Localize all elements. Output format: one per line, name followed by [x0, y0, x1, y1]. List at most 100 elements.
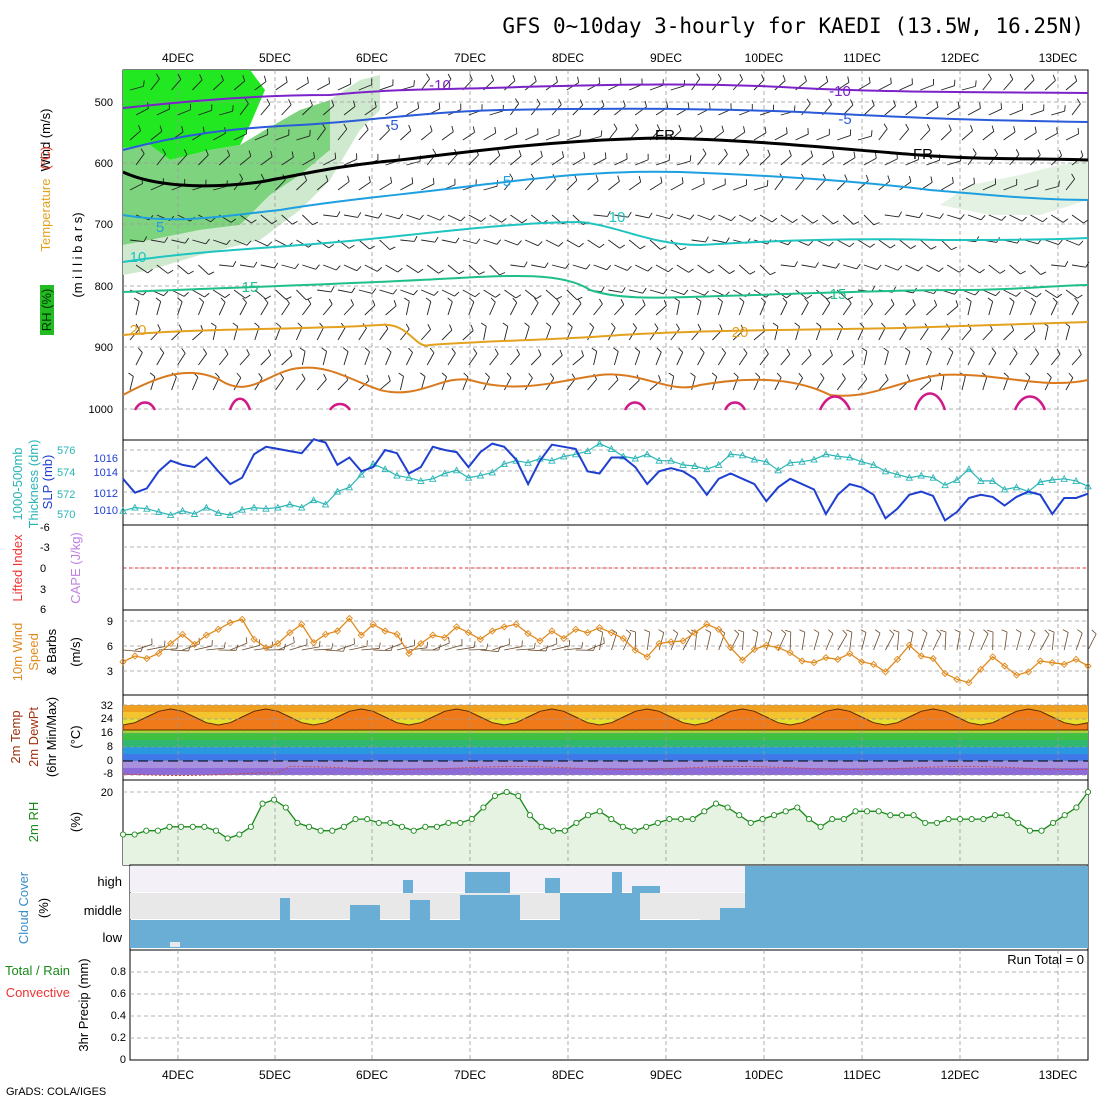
barb-shaft-802 — [816, 289, 828, 300]
wind-barb-shaft — [504, 646, 522, 651]
barb-flag-481 — [357, 212, 362, 218]
barb-flag-259 — [905, 123, 909, 130]
wind-barb-flag — [842, 629, 848, 635]
barb-flag-937 — [297, 322, 303, 328]
barb-shaft-826 — [1065, 289, 1078, 299]
barb-flag-289 — [270, 150, 273, 157]
thickness-point — [500, 459, 508, 467]
barb-flag-493 — [480, 217, 487, 222]
barb-shaft-696 — [676, 264, 689, 273]
barb-shaft-208 — [379, 129, 390, 141]
barb-flag-115 — [374, 101, 377, 108]
barb-shaft-842 — [281, 303, 290, 316]
barb-flag-43 — [577, 76, 580, 83]
rh2m-point — [573, 819, 580, 826]
minmax-label: (6hr Min/Max) — [44, 697, 59, 777]
barb-flag-959 — [524, 322, 530, 327]
barb-flag-3 — [155, 73, 160, 80]
barb-shaft-254 — [857, 135, 872, 141]
wind-barb-flag — [223, 642, 226, 649]
wind-barb-shaft — [230, 642, 248, 651]
barb-shaft-522 — [780, 214, 793, 224]
barb-flag-1013 — [138, 347, 143, 353]
barb-shaft-1166 — [774, 377, 782, 391]
barb-flag-789 — [683, 289, 689, 295]
barb-flag-1019 — [203, 348, 208, 354]
barb-shaft-402 — [483, 185, 498, 191]
wind-barb-shaft — [480, 649, 499, 652]
wind-speed-point — [953, 675, 961, 683]
thickness-point — [893, 470, 902, 478]
wind-speed-point — [274, 639, 282, 648]
barb-shaft-894 — [822, 302, 831, 316]
barb-flag-321 — [604, 152, 607, 159]
barb-flag-773 — [515, 294, 522, 299]
barb-flag-63 — [782, 74, 786, 81]
barb-shaft-592 — [545, 239, 559, 247]
thickness-point — [333, 487, 342, 495]
barb-flag-1145 — [550, 373, 555, 379]
barb-flag-1095 — [991, 347, 997, 354]
rh2m-point — [817, 823, 824, 830]
barb-flag-777 — [556, 295, 563, 300]
barb-shaft-688 — [593, 264, 607, 271]
wind-barb-shaft — [134, 644, 153, 651]
barb-flag-57 — [717, 73, 722, 80]
barb-shaft-6 — [192, 79, 203, 91]
barb-shaft-1084 — [884, 351, 889, 366]
barb-flag-991 — [859, 322, 865, 328]
barb-shaft-1018 — [198, 353, 207, 366]
wind-speed-point — [417, 639, 425, 648]
wind-barb-shaft — [492, 644, 510, 651]
wind-speed-point — [119, 658, 127, 666]
thickness-tick-572: 572 — [57, 489, 75, 501]
barb-shaft-90 — [1065, 80, 1078, 91]
temp-band-8 — [123, 761, 1088, 768]
barb-shaft-302 — [406, 160, 421, 166]
barb-flag-1023 — [246, 349, 250, 355]
barb-shaft-928 — [212, 326, 217, 341]
wind-speed-point — [155, 649, 163, 658]
barb-flag-1189 — [1003, 372, 1009, 378]
barb-shaft-166 — [905, 106, 918, 116]
barb-flag-231 — [613, 123, 618, 130]
date-labels-bottom: 4DEC 5DEC 6DEC 7DEC 8DEC 9DEC 10DEC 11DEC 12DEC 1… — [162, 1068, 1078, 1082]
wind-barb-shaft — [861, 632, 867, 651]
barb-shaft-446 — [940, 182, 954, 191]
barb-shaft-562 — [233, 239, 248, 246]
barb-flag-665 — [356, 266, 362, 272]
barb-shaft-420 — [670, 182, 684, 191]
barb-shaft-264 — [961, 130, 973, 141]
wind-speed-point — [1012, 671, 1021, 679]
thickness-point — [631, 454, 640, 462]
barb-flag-1005 — [1010, 324, 1015, 331]
barb-shaft-498 — [530, 214, 543, 224]
barb-shaft-354 — [947, 160, 961, 166]
rh2m-point — [701, 808, 708, 815]
wind-speed-point — [810, 659, 818, 667]
thickness-point — [965, 465, 973, 473]
wind-speed-point — [1072, 655, 1080, 663]
barb-shaft-978 — [732, 330, 744, 341]
barb-flag-915 — [1030, 297, 1036, 303]
slp-series-line — [122, 438, 1089, 522]
barb-flag-629 — [930, 245, 937, 250]
barb-flag-279 — [162, 148, 167, 155]
thickness-series-line — [122, 442, 1089, 516]
wind-barb-shaft — [468, 648, 487, 651]
thickness-markers — [119, 439, 1092, 519]
li-tick-minus6: -6 — [40, 522, 50, 534]
barb-shaft-506 — [614, 214, 629, 218]
barb-shaft-94 — [156, 108, 170, 116]
barb-flag-521 — [771, 217, 778, 223]
barb-shaft-272 — [1044, 132, 1058, 141]
barb-flag-733 — [1064, 260, 1069, 267]
barb-shaft-202 — [316, 128, 326, 141]
barb-flag-331 — [702, 148, 707, 155]
wind-speed-label: Speed — [26, 633, 41, 671]
wind-barb-shaft — [730, 633, 740, 651]
barb-shaft-280 — [177, 154, 188, 166]
barb-flag-439 — [865, 174, 869, 181]
wind-barb-flag — [936, 629, 942, 635]
barb-shaft-956 — [503, 326, 509, 341]
